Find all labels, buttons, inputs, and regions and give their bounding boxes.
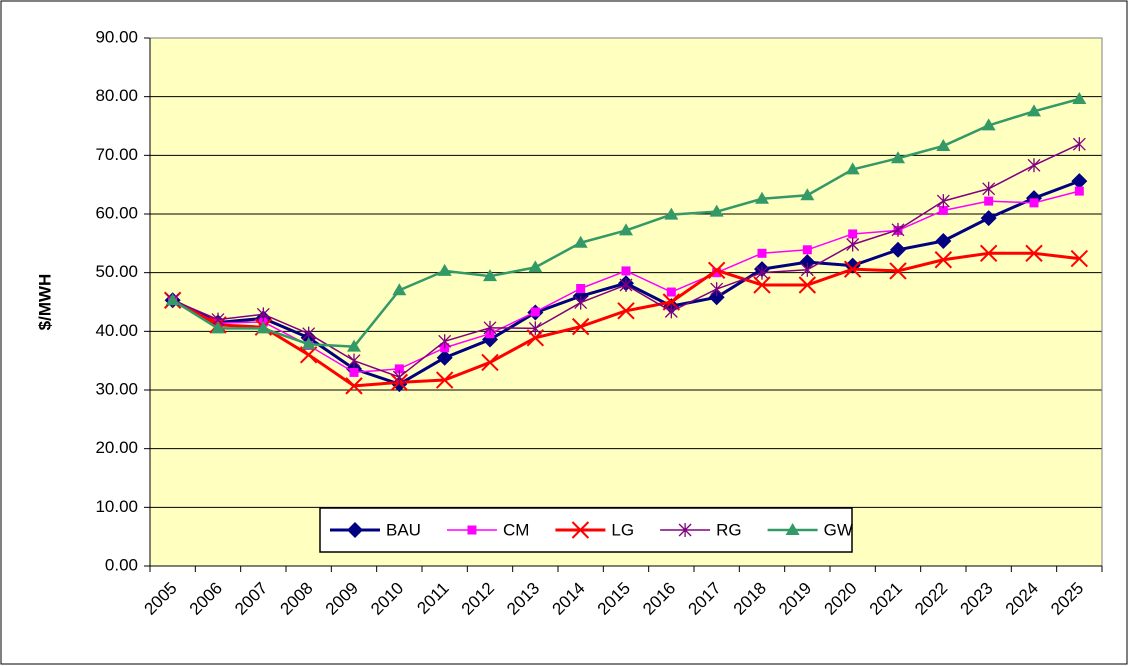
marker — [982, 181, 996, 196]
legend-label: RG — [716, 520, 742, 539]
marker — [394, 364, 404, 374]
marker — [934, 251, 953, 269]
marker — [617, 302, 635, 320]
marker — [891, 222, 905, 237]
marker — [256, 307, 270, 322]
marker — [392, 370, 406, 385]
marker — [528, 260, 543, 273]
marker — [1074, 186, 1084, 196]
marker — [528, 321, 542, 336]
marker — [889, 262, 907, 280]
legend-label: GW — [824, 520, 853, 539]
marker — [391, 376, 408, 393]
marker — [619, 277, 633, 292]
y-tick-label: 70.00 — [95, 145, 138, 164]
legend-label: BAU — [386, 520, 421, 539]
marker — [574, 295, 588, 310]
marker — [256, 321, 271, 334]
y-tick-label: 10.00 — [95, 497, 138, 516]
marker — [712, 268, 722, 278]
marker — [345, 377, 363, 395]
marker — [800, 262, 814, 277]
marker — [436, 349, 453, 366]
marker — [757, 248, 767, 258]
marker — [936, 138, 951, 151]
marker — [1029, 198, 1039, 208]
marker — [483, 269, 497, 282]
marker — [299, 346, 318, 364]
marker — [165, 293, 180, 306]
marker — [936, 194, 950, 209]
marker — [467, 525, 477, 535]
marker — [984, 196, 994, 206]
marker — [1072, 92, 1087, 105]
marker — [980, 210, 997, 227]
marker — [710, 282, 724, 297]
marker — [571, 521, 590, 539]
legend-label: CM — [503, 520, 529, 539]
marker — [753, 276, 771, 294]
plot-area — [150, 38, 1102, 566]
marker — [846, 237, 860, 252]
marker — [435, 371, 454, 389]
marker — [1027, 158, 1041, 173]
marker — [1027, 104, 1041, 117]
marker — [211, 321, 225, 334]
marker — [664, 207, 679, 220]
marker — [843, 260, 862, 278]
y-tick-label: 0.00 — [105, 555, 138, 574]
marker — [349, 367, 359, 377]
marker — [707, 261, 726, 280]
marker — [890, 241, 906, 258]
marker — [938, 205, 948, 215]
marker — [347, 522, 363, 538]
marker — [481, 353, 499, 372]
marker — [1070, 249, 1089, 268]
marker — [571, 317, 590, 336]
y-tick-label: 90.00 — [95, 27, 138, 46]
legend-label: LG — [611, 520, 634, 539]
marker — [437, 263, 452, 276]
marker — [935, 232, 952, 249]
y-tick-label: 20.00 — [95, 438, 138, 457]
marker — [1071, 173, 1088, 190]
marker — [1025, 244, 1043, 263]
y-tick-label: 80.00 — [95, 86, 138, 105]
marker — [1072, 137, 1086, 152]
marker — [755, 191, 769, 204]
marker — [530, 307, 540, 317]
marker — [802, 245, 812, 255]
marker — [438, 334, 452, 349]
y-axis-title: $/MWH — [35, 274, 54, 331]
marker — [621, 266, 631, 276]
marker — [573, 235, 588, 248]
marker — [709, 204, 724, 217]
marker — [483, 320, 497, 335]
marker — [800, 188, 815, 201]
marker — [526, 329, 545, 347]
marker — [347, 339, 361, 352]
marker — [576, 284, 586, 294]
marker — [755, 265, 769, 280]
y-tick-label: 60.00 — [95, 203, 138, 222]
marker — [891, 151, 905, 164]
marker — [785, 523, 800, 535]
y-tick-label: 30.00 — [95, 379, 138, 398]
marker — [678, 523, 692, 537]
marker — [848, 229, 858, 239]
marker — [619, 223, 633, 236]
marker — [662, 293, 681, 311]
y-tick-label: 50.00 — [95, 262, 138, 281]
marker — [301, 337, 316, 350]
marker — [981, 118, 996, 131]
y-tick-label: 40.00 — [95, 321, 138, 340]
marker — [666, 287, 676, 297]
marker — [845, 162, 860, 175]
marker — [979, 244, 998, 263]
marker — [347, 353, 361, 368]
marker — [664, 304, 678, 319]
marker — [798, 276, 817, 294]
marker — [392, 283, 407, 296]
